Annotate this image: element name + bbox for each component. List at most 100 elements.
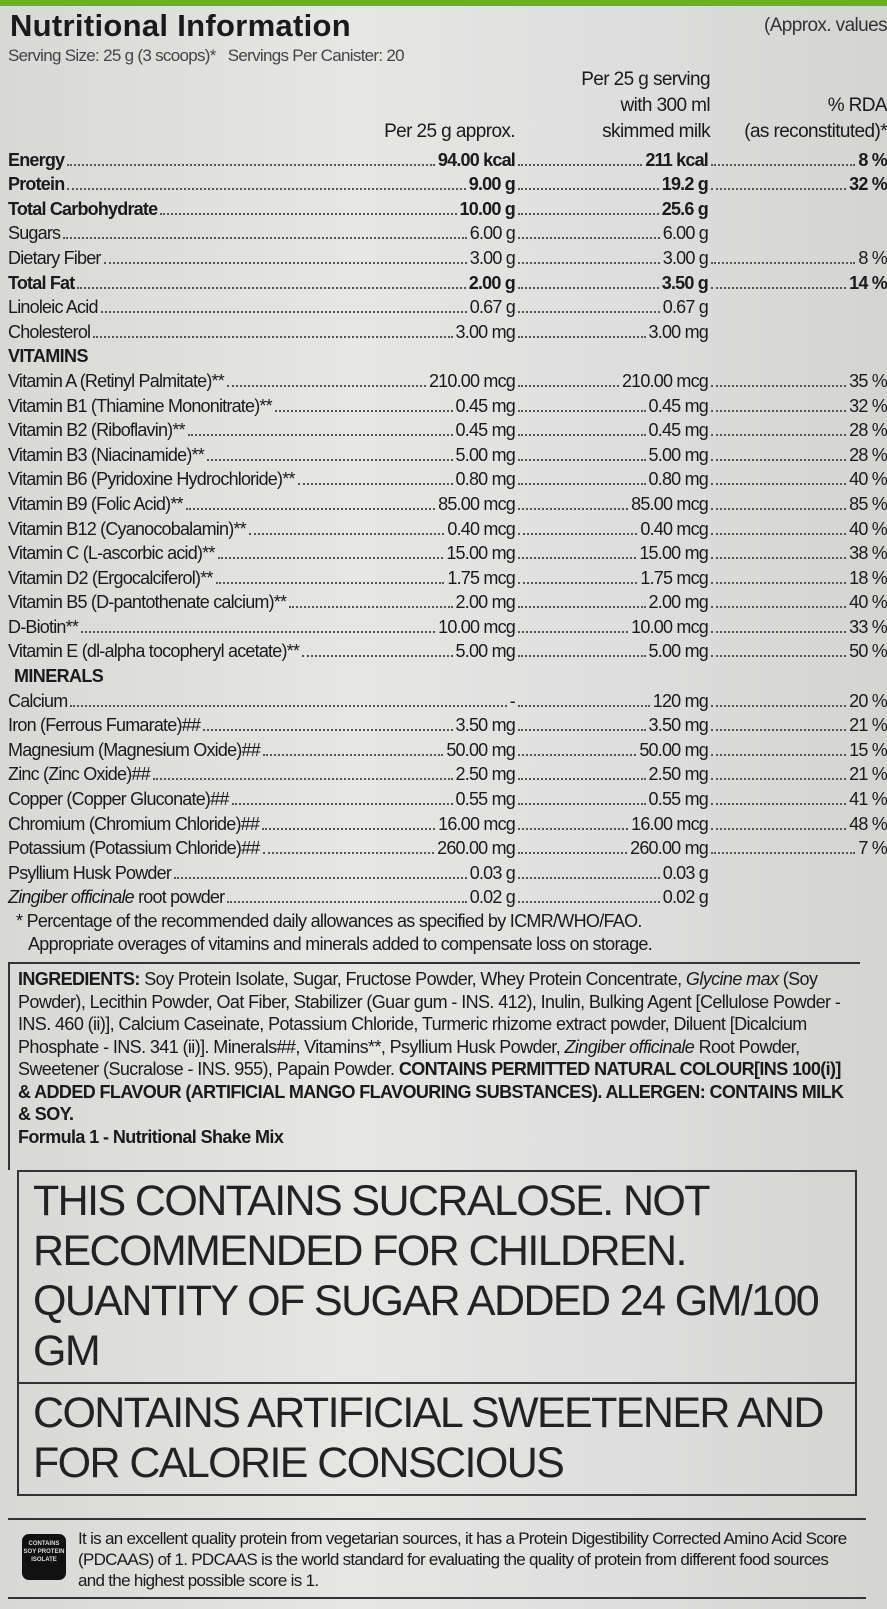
dot-leader [518,568,638,584]
name-cell: Vitamin A (Retinyl Palmitate)** 210.00 mc… [8,370,516,392]
dot-leader [160,199,457,215]
ingredient-italic: Glycine max [685,969,779,990]
rda-cell: 20 % [708,691,887,712]
dot-leader [711,469,847,486]
nutrient-name: Vitamin C (L-ascorbic acid)** [8,543,215,564]
dot-leader [262,814,436,830]
dot-leader [100,297,467,314]
rda-value: 7 % [858,838,887,859]
header-milk-line: Per 25 g serving [581,69,710,90]
per25-value: 50.00 mg [446,739,515,760]
name-cell: Sugars 6.00 g [8,223,516,244]
dot-leader [103,248,467,264]
name-cell: Vitamin B6 (Pyridoxine Hydrochloride)** 0… [8,469,516,490]
rda-value: 38 % [849,543,887,564]
nutrient-name: Dietary Fiber [8,247,101,268]
nutrient-row: Vitamin D2 (Ergocalciferol)** 1.75 mcg 1.7… [8,564,887,589]
milk-value: 50.00 mg [639,739,708,760]
dot-leader [518,273,659,289]
nutrient-name: Iron (Ferrous Fumarate)## [8,715,201,736]
nutrient-row: Protein 9.00 g 19.2 g 32 % [8,171,887,196]
rda-value: 35 % [849,370,887,391]
milk-cell: 1.75 mcg [515,568,709,589]
per25-value: - [509,690,516,711]
milk-value: 0.45 mg [648,420,709,441]
dot-leader [518,322,646,338]
milk-cell: 5.00 mg [515,641,709,662]
name-cell: Vitamin C (L-ascorbic acid)** 15.00 mg [8,543,516,564]
ingredients-section: INGREDIENTS: Soy Protein Isolate, Sugar,… [8,962,860,1171]
nutrient-row: Total Carbohydrate 10.00 g 25.6 g [8,195,887,220]
dot-leader [711,641,847,658]
dot-leader [215,568,445,584]
dot-leader [711,174,847,191]
nutrient-name: Linoleic Acid [8,297,98,318]
nutrient-row: Energy 94.00 kcal 211 kcal 8 % [8,146,887,171]
dot-leader [227,887,467,904]
header-per25: Per 25 g approx. [384,121,515,142]
nutrient-row: Iron (Ferrous Fumarate)## 3.50 mg 3.50 mg 2… [8,712,887,737]
dot-leader [711,838,856,855]
milk-cell: 0.55 mg [515,789,709,810]
dot-leader [518,691,650,707]
nutrient-name: Total Fat [8,272,75,293]
name-cell: Vitamin B1 (Thiamine Mononitrate)** 0.45 … [8,396,516,417]
warning-box: THIS CONTAINS SUCRALOSE. NOT RECOMMENDED… [17,1170,857,1497]
dot-leader [518,543,637,560]
milk-cell: 2.50 mg [515,764,709,785]
name-cell: Vitamin B2 (Riboflavin)** 0.45 mg [8,420,516,441]
milk-cell: 0.40 mcg [515,518,709,540]
dot-leader [711,617,847,633]
sweetener-warning: CONTAINS ARTIFICIAL SWEETENER AND FOR CA… [33,1389,824,1488]
nutrient-name: Vitamin B2 (Riboflavin)** [8,420,186,441]
nutrient-row: Copper (Copper Gluconate)## 0.55 mg 0.55 m… [8,785,887,810]
nutrient-table: Energy 94.00 kcal 211 kcal 8 % Protein 9.00 g… [8,146,887,956]
per25-value: 85.00 mcg [438,493,516,514]
per25-value: 0.55 mg [455,789,516,810]
rda-cell: 15 % [708,740,887,761]
milk-cell: 260.00 mg [515,838,709,859]
rda-value: 14 % [849,272,887,293]
nutrient-row: Vitamin A (Retinyl Palmitate)** 210.00 mc… [8,367,887,392]
milk-value: 0.40 mcg [640,518,708,539]
dot-leader [518,617,629,633]
nutrient-name: Psyllium Husk Powder [8,862,172,883]
rda-cell: 14 % [708,273,887,294]
dot-leader [518,223,660,240]
per25-value: 0.02 g [469,887,516,908]
milk-value: 2.50 mg [648,764,709,785]
header-milk: Per 25 g serving with 300 ml skimmed mil… [520,67,710,145]
rda-cell: 7 % [708,838,887,859]
dot-leader [81,617,436,633]
nutrient-row: Vitamin B6 (Pyridoxine Hydrochloride)** 0… [8,466,887,491]
per25-value: 210.00 mcg [428,370,516,391]
sucralose-warning: THIS CONTAINS SUCRALOSE. NOT RECOMMENDED… [19,1172,855,1385]
name-cell: Copper (Copper Gluconate)## 0.55 mg [8,789,516,810]
nutrient-name: Zingiber officinale root powder [8,887,225,908]
milk-value: 6.00 g [662,223,709,244]
per25-value: 0.67 g [469,297,516,318]
per25-value: 6.00 g [469,223,516,244]
milk-cell: 211 kcal [515,150,709,171]
milk-value: 0.03 g [662,862,709,883]
milk-value: 19.2 g [661,174,709,195]
ingredients-text: Soy Protein Isolate, Sugar, Fructose Pow… [18,969,841,1080]
nutrient-row: Cholesterol 3.00 mg 3.00 mg [8,318,887,343]
milk-cell: 2.00 mg [515,592,709,613]
label-title: Nutritional Information [10,8,351,43]
milk-cell: 50.00 mg [515,739,709,761]
milk-cell: 3.00 mg [515,322,709,343]
vitamins-heading: VITAMINS [8,346,88,367]
nutrient-name: Energy [8,149,65,170]
name-cell: Chromium (Chromium Chloride)## 16.00 mcg [8,814,516,835]
rda-cell: 85 % [708,494,887,515]
dot-leader [185,494,436,510]
dot-leader [711,371,847,387]
per25-value: 0.80 mg [455,469,516,490]
dot-leader [711,445,847,461]
milk-value: 210.00 mcg [621,370,709,391]
milk-cell: 210.00 mcg [515,370,709,392]
milk-cell: 25.6 g [515,199,709,220]
rda-cell: 18 % [708,568,887,589]
dot-leader [711,740,847,756]
